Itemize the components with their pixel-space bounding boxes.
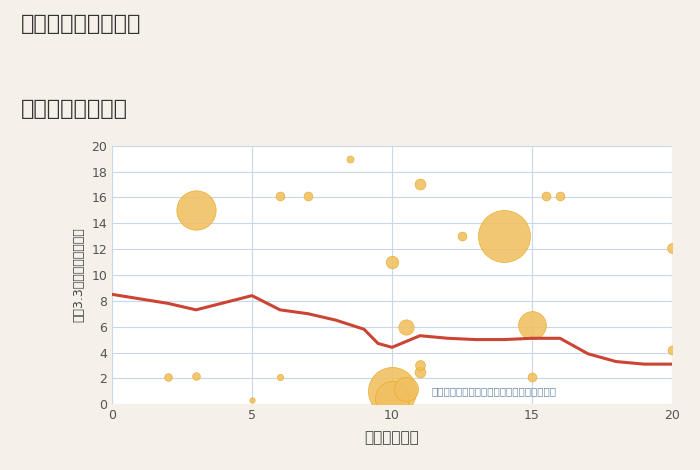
- Text: 三重県伊賀市界外の: 三重県伊賀市界外の: [21, 14, 141, 34]
- Point: [456, 232, 468, 240]
- Point: [498, 232, 510, 240]
- Point: [274, 192, 286, 200]
- Point: [400, 385, 412, 392]
- Text: 駅距離別土地価格: 駅距離別土地価格: [21, 99, 128, 119]
- Point: [414, 368, 426, 376]
- Point: [190, 207, 202, 214]
- Point: [162, 373, 174, 381]
- Point: [526, 321, 538, 329]
- Point: [386, 394, 398, 401]
- Point: [666, 346, 678, 353]
- Point: [302, 192, 314, 200]
- X-axis label: 駅距離（分）: 駅距離（分）: [365, 431, 419, 446]
- Point: [386, 258, 398, 266]
- Y-axis label: 坪（3.3㎡）単価（万円）: 坪（3.3㎡）単価（万円）: [73, 227, 85, 322]
- Point: [386, 387, 398, 395]
- Point: [414, 362, 426, 369]
- Point: [414, 180, 426, 188]
- Text: 円の大きさは、取引のあった物件面積を示す: 円の大きさは、取引のあった物件面積を示す: [431, 386, 556, 396]
- Point: [344, 155, 356, 163]
- Point: [190, 372, 202, 380]
- Point: [274, 373, 286, 381]
- Point: [246, 397, 258, 404]
- Point: [540, 192, 552, 200]
- Point: [554, 192, 566, 200]
- Point: [666, 244, 678, 251]
- Point: [526, 373, 538, 381]
- Point: [400, 323, 412, 330]
